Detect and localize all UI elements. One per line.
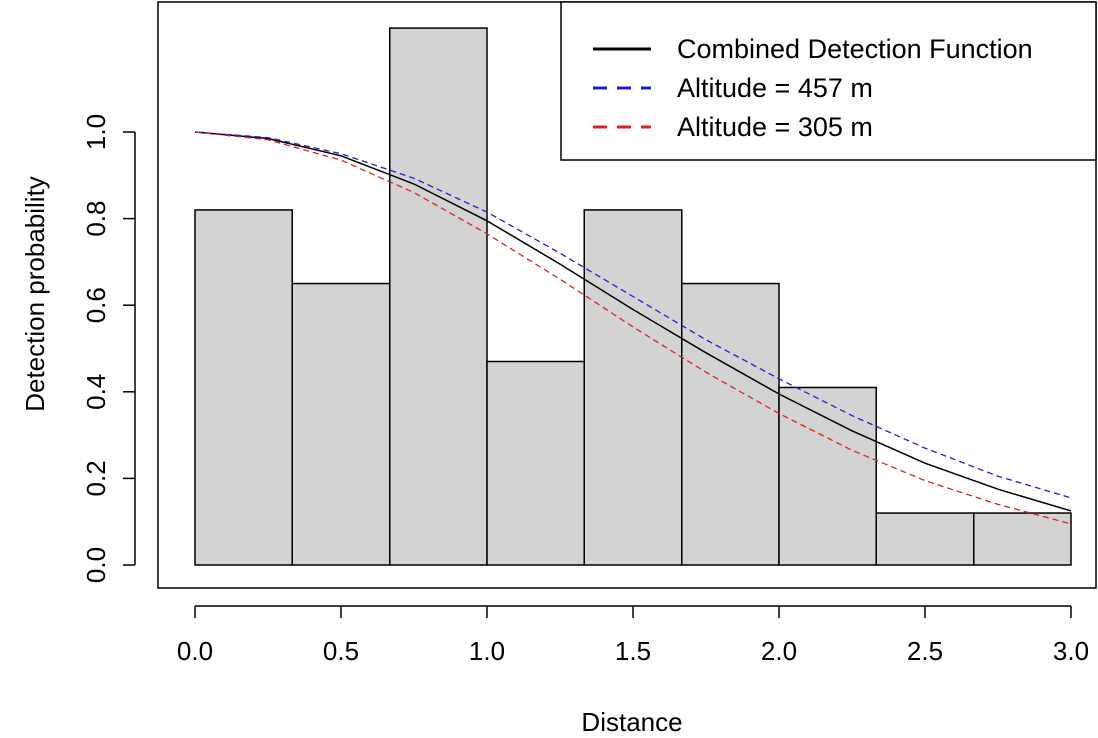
histogram-bar-9 xyxy=(973,512,1072,566)
histogram-bar-4 xyxy=(486,360,585,566)
y-axis-title: Detection probability xyxy=(20,176,50,412)
x-tick-label-1: 0.0 xyxy=(177,636,213,666)
histogram-bar-3 xyxy=(389,27,488,566)
series-line-2 xyxy=(194,131,1072,499)
x-tick-label-3: 1.0 xyxy=(469,636,505,666)
histogram-bar-6 xyxy=(681,282,780,566)
legend-box xyxy=(560,1,1097,161)
x-tick-label-4: 1.5 xyxy=(615,636,651,666)
legend-label-1: Combined Detection Function xyxy=(677,34,1033,64)
y-tick-label-1: 0.0 xyxy=(81,547,111,583)
x-tick-label-5: 2.0 xyxy=(761,636,797,666)
histogram-bar-7 xyxy=(778,386,877,566)
x-tick-label-6: 2.5 xyxy=(907,636,943,666)
y-tick-label-5: 0.8 xyxy=(81,201,111,237)
histogram-bar-1 xyxy=(194,209,293,566)
y-tick-label-2: 0.2 xyxy=(81,460,111,496)
histogram-bar-5 xyxy=(583,209,683,566)
legend-label-2: Altitude = 457 m xyxy=(677,73,873,103)
histogram-bar-2 xyxy=(291,282,391,566)
y-tick-label-6: 1.0 xyxy=(81,114,111,150)
x-tick-label-2: 0.5 xyxy=(323,636,359,666)
x-axis: 0.0 0.5 1.0 1.5 2.0 2.5 3.0 xyxy=(177,605,1089,666)
histogram-bars xyxy=(194,27,1072,566)
x-tick-label-7: 3.0 xyxy=(1053,636,1089,666)
legend-label-3: Altitude = 305 m xyxy=(677,112,873,142)
histogram-bar-8 xyxy=(875,512,975,566)
x-axis-title: Distance xyxy=(581,707,682,737)
y-axis: 0.0 0.2 0.4 0.6 0.8 1.0 xyxy=(81,114,136,583)
detection-curves xyxy=(194,131,1072,525)
series-line-1 xyxy=(194,131,1072,512)
y-tick-label-4: 0.6 xyxy=(81,287,111,323)
y-tick-label-3: 0.4 xyxy=(81,374,111,410)
legend: Combined Detection Function Altitude = 45… xyxy=(560,1,1097,161)
